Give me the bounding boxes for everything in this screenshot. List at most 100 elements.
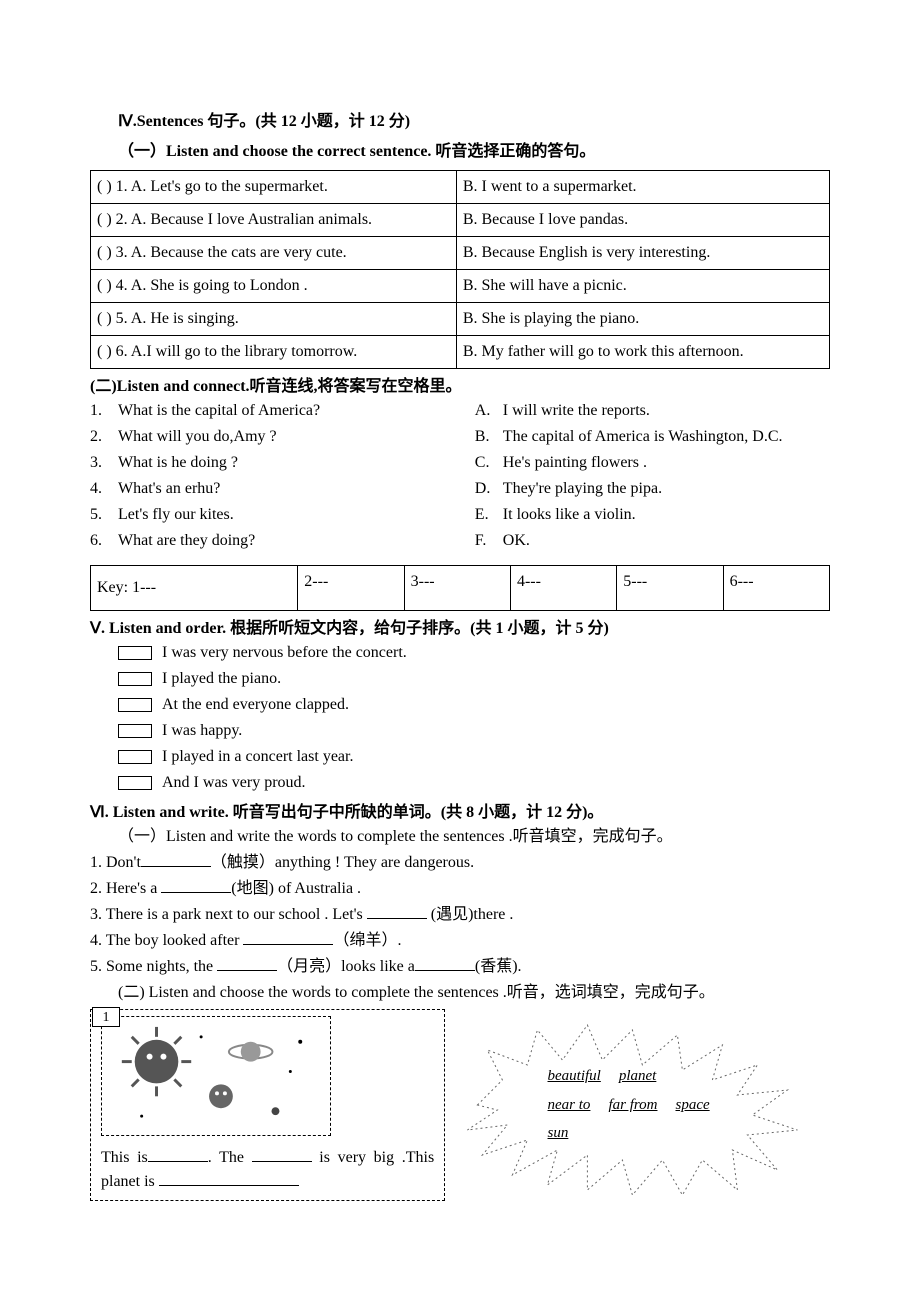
- letter: A.: [475, 399, 503, 423]
- q5-pre: 5. Some nights, the: [90, 958, 217, 975]
- key-cell[interactable]: 5---: [617, 566, 723, 611]
- fill-box: 1: [90, 1009, 445, 1201]
- q-text: What is he doing ?: [118, 451, 238, 475]
- section5-title: Ⅴ. Listen and order. 根据所听短文内容，给句子排序。(共 1…: [90, 617, 830, 641]
- letter: F.: [475, 529, 503, 553]
- blank-input[interactable]: [141, 851, 211, 867]
- list-item: F. OK.: [475, 529, 830, 553]
- blank-input[interactable]: [161, 877, 231, 893]
- q4-pre: 4. The boy looked after: [90, 932, 243, 949]
- list-item: D.They're playing the pipa.: [475, 477, 830, 501]
- word: space: [675, 1097, 709, 1113]
- q2-pre: 2. Here's a: [90, 880, 161, 897]
- cell-b: B. She will have a picnic.: [456, 270, 829, 303]
- section6-sub2-title: (二) Listen and choose the words to compl…: [118, 981, 830, 1005]
- num: 5.: [90, 503, 118, 527]
- list-item: 1.What is the capital of America?: [90, 399, 475, 423]
- cell-a[interactable]: ( ) 5. A. He is singing.: [91, 303, 457, 336]
- blank-input[interactable]: [217, 955, 277, 971]
- table-row: ( ) 5. A. He is singing.B. She is playin…: [91, 303, 830, 336]
- q-text: Let's fly our kites.: [118, 503, 234, 527]
- order-text: I was very nervous before the concert.: [162, 641, 407, 665]
- order-text: And I was very proud.: [162, 771, 306, 795]
- order-text: I played in a concert last year.: [162, 745, 353, 769]
- q1-post: anything ! They are dangerous.: [275, 854, 474, 871]
- q-text: What is the capital of America?: [118, 399, 320, 423]
- table-row: ( ) 3. A. Because the cats are very cute…: [91, 237, 830, 270]
- word: beautiful: [548, 1068, 601, 1084]
- word: planet: [619, 1068, 657, 1084]
- key-table: Key: 1--- 2--- 3--- 4--- 5--- 6---: [90, 565, 830, 611]
- q2: 2. Here's a (地图) of Australia .: [90, 877, 830, 901]
- list-item: C.He's painting flowers .: [475, 451, 830, 475]
- cell-a[interactable]: ( ) 2. A. Because I love Australian anim…: [91, 204, 457, 237]
- list-item: A.I will write the reports.: [475, 399, 830, 423]
- section4-table: ( ) 1. A. Let's go to the supermarket.B.…: [90, 170, 830, 369]
- word: sun: [548, 1125, 569, 1141]
- blank-input[interactable]: [243, 929, 333, 945]
- cell-b: B. Because English is very interesting.: [456, 237, 829, 270]
- letter: B.: [475, 425, 503, 449]
- order-text: At the end everyone clapped.: [162, 693, 349, 717]
- table-row: ( ) 1. A. Let's go to the supermarket.B.…: [91, 171, 830, 204]
- table-row: ( ) 6. A.I will go to the library tomorr…: [91, 336, 830, 369]
- order-box[interactable]: [118, 698, 152, 712]
- blank-input[interactable]: [367, 903, 427, 919]
- word: near to: [548, 1097, 591, 1113]
- word-bank: beautifulplanet near tofar fromspace sun: [445, 1009, 830, 1201]
- list-item: 2.What will you do,Amy ?: [90, 425, 475, 449]
- q-text: What will you do,Amy ?: [118, 425, 277, 449]
- cell-a[interactable]: ( ) 1. A. Let's go to the supermarket.: [91, 171, 457, 204]
- order-item: And I was very proud.: [118, 771, 830, 795]
- blank-input[interactable]: [148, 1146, 208, 1162]
- letter: C.: [475, 451, 503, 475]
- order-item: I was very nervous before the concert.: [118, 641, 830, 665]
- blank-input[interactable]: [252, 1146, 312, 1162]
- q5-hint: (香蕉).: [475, 958, 522, 975]
- num: 2.: [90, 425, 118, 449]
- key-cell[interactable]: 6---: [723, 566, 829, 611]
- q3: 3. There is a park next to our school . …: [90, 903, 830, 927]
- key-cell[interactable]: 3---: [404, 566, 510, 611]
- table-row: Key: 1--- 2--- 3--- 4--- 5--- 6---: [91, 566, 830, 611]
- q-text: What are they doing?: [118, 529, 255, 553]
- fill-sentence: This is. The is very big .This planet is: [101, 1146, 434, 1194]
- list-item: 6.What are they doing?: [90, 529, 475, 553]
- t1: This is: [101, 1149, 148, 1166]
- cell-a[interactable]: ( ) 6. A.I will go to the library tomorr…: [91, 336, 457, 369]
- cell-a[interactable]: ( ) 3. A. Because the cats are very cute…: [91, 237, 457, 270]
- cell-b: B. Because I love pandas.: [456, 204, 829, 237]
- q5: 5. Some nights, the （月亮）looks like a (香蕉)…: [90, 955, 830, 979]
- a-text: He's painting flowers .: [503, 451, 647, 475]
- key-cell[interactable]: Key: 1---: [91, 566, 298, 611]
- blank-input[interactable]: [415, 955, 475, 971]
- q1-pre: 1. Don't: [90, 854, 141, 871]
- order-box[interactable]: [118, 750, 152, 764]
- order-item: I played in a concert last year.: [118, 745, 830, 769]
- space-illustration-icon: [102, 1017, 330, 1136]
- list-item: 5.Let's fly our kites.: [90, 503, 475, 527]
- q3-pre: 3. There is a park next to our school . …: [90, 906, 367, 923]
- order-box[interactable]: [118, 672, 152, 686]
- a-text: I will write the reports.: [503, 399, 650, 423]
- list-item: E. It looks like a violin.: [475, 503, 830, 527]
- blank-input[interactable]: [159, 1170, 299, 1186]
- q3-hint: (遇见)there .: [427, 906, 514, 923]
- cell-a[interactable]: ( ) 4. A. She is going to London .: [91, 270, 457, 303]
- q5-mid: （月亮）looks like a: [277, 958, 415, 975]
- q-text: What's an erhu?: [118, 477, 220, 501]
- section4-sub1-title: （一）Listen and choose the correct sentenc…: [118, 140, 830, 164]
- letter: E.: [475, 503, 503, 527]
- cell-b: B. I went to a supermarket.: [456, 171, 829, 204]
- order-box[interactable]: [118, 646, 152, 660]
- section6-title: Ⅵ. Listen and write. 听音写出句子中所缺的单词。(共 8 小…: [90, 801, 830, 825]
- list-item: 4.What's an erhu?: [90, 477, 475, 501]
- order-item: I was happy.: [118, 719, 830, 743]
- a-text: OK.: [503, 529, 530, 553]
- order-box[interactable]: [118, 724, 152, 738]
- q1: 1. Don't（触摸）anything ! They are dangerou…: [90, 851, 830, 875]
- key-cell[interactable]: 4---: [510, 566, 616, 611]
- order-box[interactable]: [118, 776, 152, 790]
- q2-hint: (地图) of Australia .: [231, 880, 361, 897]
- key-cell[interactable]: 2---: [298, 566, 404, 611]
